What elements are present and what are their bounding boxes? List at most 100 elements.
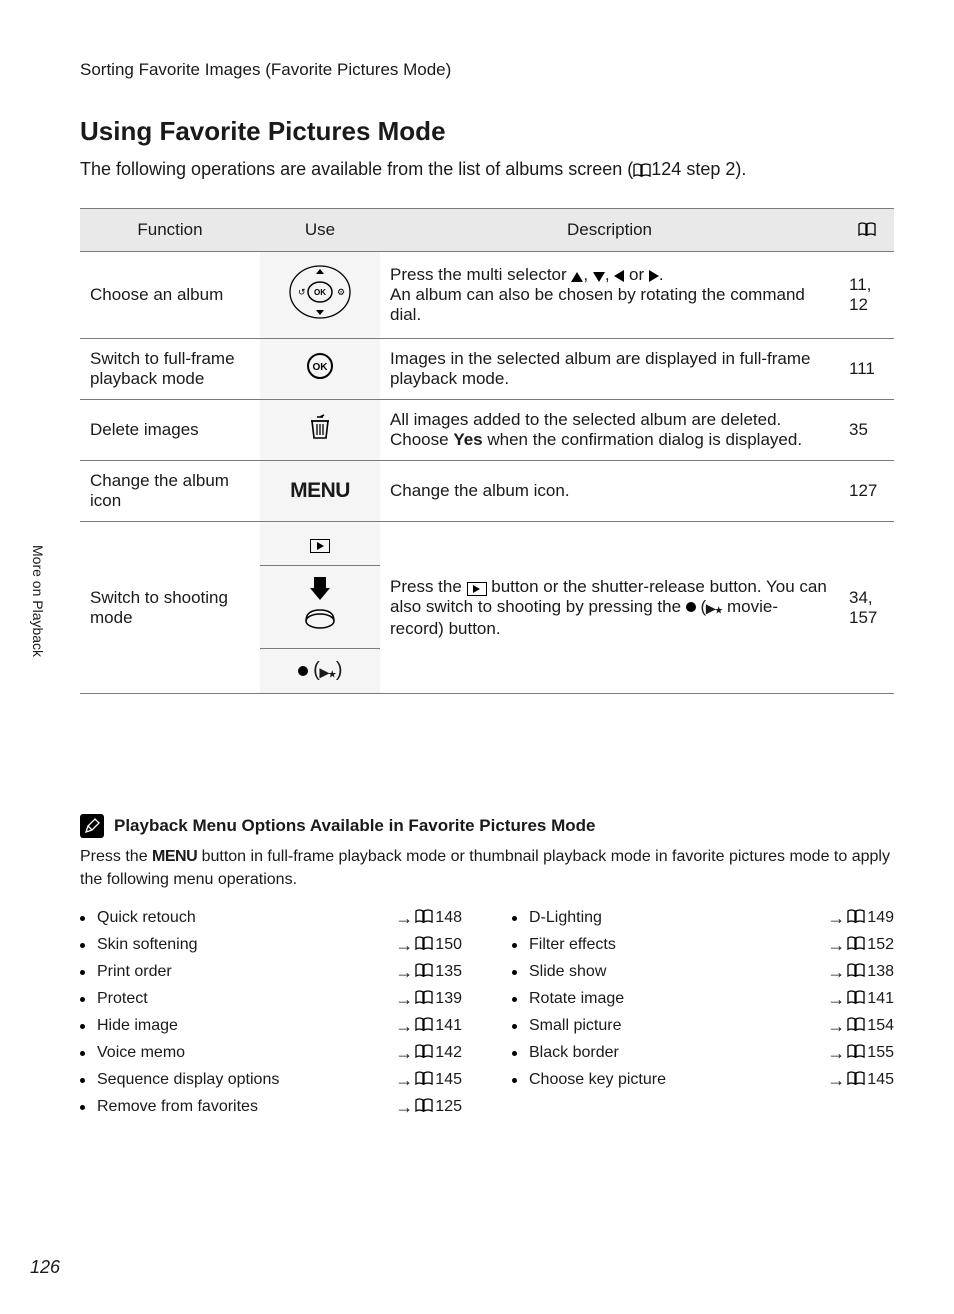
option-row: Protect→ 139: [80, 986, 462, 1013]
menu-word: MENU: [152, 848, 197, 865]
book-icon: [415, 963, 433, 982]
ref-number: 141: [435, 1017, 462, 1035]
arrow-right-icon: →: [395, 962, 413, 983]
use-cell: [260, 566, 380, 649]
book-icon: [415, 936, 433, 955]
option-page-ref: →138: [827, 962, 894, 983]
book-icon: [847, 936, 865, 955]
book-icon: [847, 1071, 865, 1090]
func-cell: Delete images: [80, 400, 260, 461]
option-label: Remove from favorites: [97, 1098, 395, 1116]
option-label: D-Lighting: [529, 909, 827, 927]
arrow-right-icon: →: [827, 989, 845, 1010]
book-icon: [847, 1017, 865, 1036]
use-cell: (▸⭑): [260, 649, 380, 694]
option-row: Quick retouch→148: [80, 905, 462, 932]
intro-text: The following operations are available f…: [80, 157, 894, 184]
desc-cell: Press the multi selector , , or .An albu…: [380, 252, 839, 339]
func-cell: Change the album icon: [80, 461, 260, 522]
ref-number: 148: [435, 909, 462, 927]
page-ref: 127: [839, 461, 894, 522]
shutter-press-icon: [300, 574, 340, 634]
desc-cell: Press the button or the shutter-release …: [380, 522, 839, 694]
menu-options-desc: Press the MENU button in full-frame play…: [80, 846, 894, 891]
svg-text:OK: OK: [314, 288, 326, 297]
arrow-right-icon: →: [827, 1043, 845, 1064]
option-row: Rotate image→141: [512, 986, 894, 1013]
option-page-ref: → 142: [395, 1043, 462, 1064]
option-label: Protect: [97, 990, 395, 1008]
page-title: Using Favorite Pictures Mode: [80, 116, 894, 147]
bullet-icon: [512, 1078, 517, 1083]
option-page-ref: →145: [827, 1070, 894, 1091]
bullet-icon: [512, 943, 517, 948]
bullet-icon: [80, 1051, 85, 1056]
book-icon: [858, 221, 876, 241]
option-row: D-Lighting→149: [512, 905, 894, 932]
page-ref: 34, 157: [839, 522, 894, 694]
book-icon: [415, 1098, 433, 1117]
svg-text:OK: OK: [313, 362, 329, 373]
playback-icon: [467, 582, 487, 596]
col-description: Description: [380, 209, 839, 252]
desc-cell: Change the album icon.: [380, 461, 839, 522]
option-page-ref: →155: [827, 1043, 894, 1064]
col-use: Use: [260, 209, 380, 252]
option-row: Voice memo→142: [80, 1040, 462, 1067]
option-page-ref: →149: [827, 908, 894, 929]
book-icon: [415, 990, 433, 1009]
func-cell: Switch to shooting mode: [80, 522, 260, 694]
bullet-icon: [80, 1024, 85, 1029]
option-page-ref: → 139: [395, 989, 462, 1010]
arrow-right-icon: →: [395, 935, 413, 956]
svg-text:⚙: ⚙: [337, 287, 345, 297]
bullet-icon: [512, 1024, 517, 1029]
bullet-icon: [80, 916, 85, 921]
ref-number: 145: [867, 1071, 894, 1089]
record-dot-icon: [298, 666, 308, 676]
option-row: Remove from favorites→125: [80, 1094, 462, 1121]
option-label: Choose key picture: [529, 1071, 827, 1089]
option-page-ref: → 154: [827, 1016, 894, 1037]
page-ref: 11, 12: [839, 252, 894, 339]
option-label: Black border: [529, 1044, 827, 1062]
ref-number: 142: [435, 1044, 462, 1062]
intro-ref: 124 step 2).: [651, 159, 746, 179]
use-cell: MENU: [260, 461, 380, 522]
option-label: Print order: [97, 963, 395, 981]
multi-selector-icon: OK↺⚙: [285, 262, 355, 322]
ref-number: 154: [867, 1017, 894, 1035]
option-label: Sequence display options: [97, 1071, 395, 1089]
ref-number: 150: [435, 936, 462, 954]
arrow-right-icon: →: [395, 1043, 413, 1064]
use-cell: OK↺⚙: [260, 252, 380, 339]
ref-number: 125: [435, 1098, 462, 1116]
ref-number: 138: [867, 963, 894, 981]
option-page-ref: →125: [395, 1097, 462, 1118]
option-page-ref: →145: [395, 1070, 462, 1091]
ref-number: 149: [867, 909, 894, 927]
option-page-ref: →141: [827, 989, 894, 1010]
book-icon: [847, 990, 865, 1009]
option-label: Skin softening: [97, 936, 395, 954]
arrow-right-icon: →: [395, 989, 413, 1010]
movie-record-icon: ▸⭑: [706, 598, 722, 619]
movie-record-icon: ▸⭑: [320, 662, 336, 683]
arrow-right-icon: →: [395, 908, 413, 929]
trash-icon: [309, 414, 331, 440]
option-row: Black border→155: [512, 1040, 894, 1067]
arrow-right-icon: →: [827, 1016, 845, 1037]
option-page-ref: →141: [395, 1016, 462, 1037]
option-label: Filter effects: [529, 936, 827, 954]
manual-page: Sorting Favorite Images (Favorite Pictur…: [0, 0, 954, 1314]
options-column-right: D-Lighting→149Filter effects→152Slide sh…: [512, 905, 894, 1121]
func-cell: Choose an album: [80, 252, 260, 339]
book-icon: [847, 1044, 865, 1063]
arrow-down-icon: [593, 265, 605, 284]
options-column-left: Quick retouch→148Skin softening→150Print…: [80, 905, 462, 1121]
book-icon: [415, 1044, 433, 1063]
bullet-icon: [80, 970, 85, 975]
menu-options-title: Playback Menu Options Available in Favor…: [114, 816, 595, 836]
bullet-icon: [512, 997, 517, 1002]
ref-number: 139: [435, 990, 462, 1008]
